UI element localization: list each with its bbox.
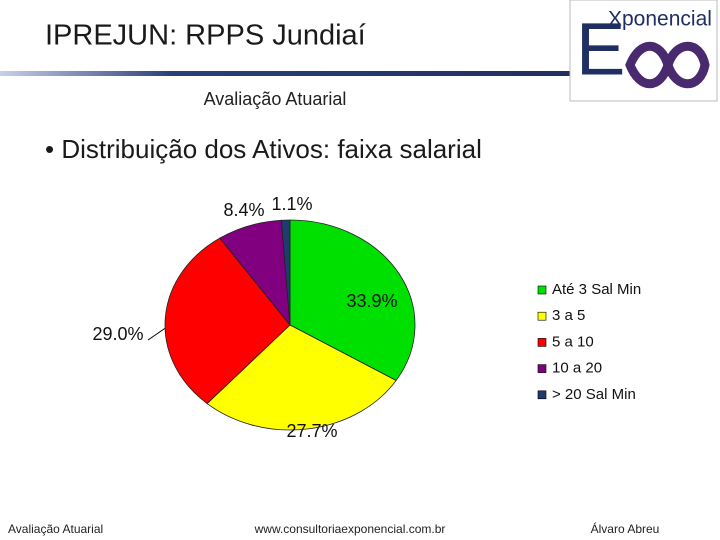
slide-title: IPREJUN: RPPS Jundiaí [45, 20, 366, 52]
legend-box [530, 278, 660, 408]
legend-label: 10 a 20 [552, 360, 602, 377]
subtitle: Avaliação Atuarial [204, 89, 347, 109]
pie-slice [280, 219, 291, 326]
legend-swatch [537, 311, 547, 321]
data-label: 8.4% [223, 200, 264, 220]
legend-swatch [537, 285, 547, 295]
pie-slice [289, 219, 416, 382]
legend-label: Até 3 Sal Min [552, 281, 641, 298]
legend-label: > 20 Sal Min [552, 386, 636, 403]
title-bar [0, 71, 570, 76]
pie-slice [164, 237, 291, 405]
data-label: 1.1% [271, 194, 312, 214]
data-label: 33.9% [346, 291, 397, 311]
legend-swatch [537, 390, 547, 400]
data-label: 29.0% [92, 324, 143, 344]
footer-right: Álvaro Abreu [591, 521, 660, 536]
legend-swatch [537, 364, 547, 373]
logo-text: Xponencial [608, 8, 712, 31]
footer-left: Avaliação Atuarial [8, 522, 103, 536]
logo-letter: E [576, 8, 625, 91]
legend-label: 3 a 5 [552, 307, 585, 324]
pie-slice [206, 324, 397, 431]
legend-swatch [537, 338, 547, 347]
footer-center: www.consultoriaexponencial.com.br [254, 522, 446, 536]
data-label: 27.7% [286, 421, 337, 441]
logo-infinity [625, 41, 710, 89]
logo: E Xponencial [569, 0, 718, 102]
legend-label: 5 a 10 [552, 333, 594, 350]
bullet: • Distribuição dos Ativos: faixa salaria… [45, 134, 482, 164]
